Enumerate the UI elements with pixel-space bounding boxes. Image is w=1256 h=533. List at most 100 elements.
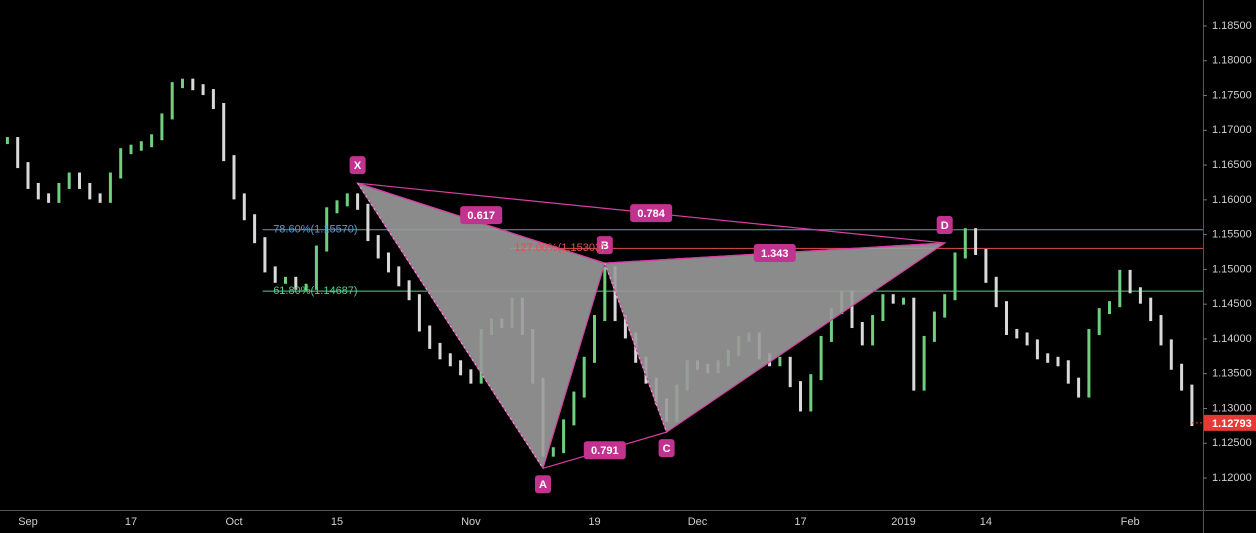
candle <box>1066 360 1070 384</box>
candle <box>1190 384 1194 427</box>
level-label: 78.60%(1.15570) <box>273 224 357 236</box>
candle <box>242 193 246 221</box>
level-label: 61.80%(1.14687) <box>273 285 357 297</box>
last-price-box <box>1204 414 1256 431</box>
candle <box>1138 287 1142 304</box>
x-tick-label: Nov <box>461 516 481 528</box>
pattern-point-label: B <box>601 240 609 252</box>
x-tick-label: 2019 <box>891 516 915 528</box>
candle <box>314 245 318 290</box>
candle <box>139 141 143 151</box>
candle <box>170 82 174 120</box>
candle <box>36 182 40 200</box>
candle <box>984 249 988 283</box>
candle <box>26 162 30 189</box>
candle <box>603 266 607 322</box>
candle <box>201 84 205 96</box>
candle <box>891 294 895 304</box>
y-tick-label: 1.14500 <box>1212 298 1252 310</box>
ratio-label: 0.791 <box>591 445 619 457</box>
candle <box>273 266 277 283</box>
y-tick-label: 1.17000 <box>1212 124 1252 136</box>
ratio-label-box <box>583 441 626 460</box>
y-tick-label: 1.14000 <box>1212 333 1252 345</box>
candle <box>16 137 20 169</box>
candle <box>232 155 236 200</box>
y-tick-label: 1.16500 <box>1212 159 1252 171</box>
y-tick-label: 1.12000 <box>1212 472 1252 484</box>
pattern-point-label-box <box>936 215 953 234</box>
candle <box>356 193 360 210</box>
ratio-label-box <box>630 204 673 223</box>
pattern-point-label: A <box>539 479 547 491</box>
x-tick-label: 14 <box>980 516 992 528</box>
candle <box>1169 339 1173 370</box>
ratio-label-box <box>753 244 796 263</box>
candle <box>572 391 576 426</box>
candle <box>5 137 9 145</box>
candle <box>912 297 916 391</box>
candle <box>129 144 133 155</box>
candle <box>376 235 380 259</box>
x-tick-label: Sep <box>18 516 38 528</box>
y-tick-label: 1.16000 <box>1212 194 1252 206</box>
candle <box>881 294 885 322</box>
candle <box>253 214 257 244</box>
candle <box>47 193 51 203</box>
candle <box>829 308 833 342</box>
candle <box>582 356 586 398</box>
candle <box>1077 377 1081 398</box>
pattern-point-label-box <box>349 156 366 175</box>
x-tick-label: 17 <box>794 516 806 528</box>
candle <box>88 182 92 200</box>
candle <box>1046 353 1050 363</box>
y-tick-label: 1.12500 <box>1212 437 1252 449</box>
candle <box>57 182 61 203</box>
candle <box>778 356 782 367</box>
candle <box>819 335 823 381</box>
pattern-point-label-box <box>535 475 551 494</box>
candle <box>160 113 164 141</box>
candle <box>1015 328 1019 339</box>
candle <box>387 252 390 273</box>
pattern-dotted <box>357 182 544 469</box>
candle <box>345 193 349 207</box>
ratio-label: 1.343 <box>761 248 789 260</box>
candle <box>304 283 308 291</box>
ratio-label: 0.784 <box>637 208 665 220</box>
candle <box>397 266 401 287</box>
candle <box>788 356 792 388</box>
y-tick-label: 1.13500 <box>1212 368 1252 380</box>
candle <box>850 290 854 329</box>
candle <box>1118 269 1122 308</box>
candle <box>67 172 71 189</box>
candle <box>902 297 905 305</box>
candle <box>1005 301 1008 335</box>
ratio-label: 0.617 <box>467 210 495 222</box>
candle <box>98 193 102 203</box>
candle <box>1025 332 1029 346</box>
y-tick-label: 1.18500 <box>1212 20 1252 32</box>
candle <box>325 207 329 252</box>
y-tick-label: 1.13000 <box>1212 402 1252 414</box>
candle <box>263 237 267 273</box>
candle <box>417 294 421 332</box>
pattern-point-label: D <box>941 220 949 232</box>
candle <box>613 266 617 322</box>
candle <box>108 172 112 203</box>
candle <box>1149 297 1153 322</box>
candle <box>974 228 978 256</box>
candle <box>294 276 298 290</box>
last-price-label: 1.12793 <box>1212 418 1252 430</box>
candle <box>799 381 802 412</box>
candle <box>335 200 339 214</box>
candle <box>150 134 154 148</box>
candle <box>860 322 864 346</box>
candle <box>871 315 875 346</box>
candle <box>78 172 81 189</box>
candle <box>1180 363 1184 391</box>
ratio-label-box <box>460 206 503 225</box>
candle <box>994 276 998 308</box>
y-tick-label: 1.18000 <box>1212 55 1252 67</box>
candle <box>211 89 215 109</box>
